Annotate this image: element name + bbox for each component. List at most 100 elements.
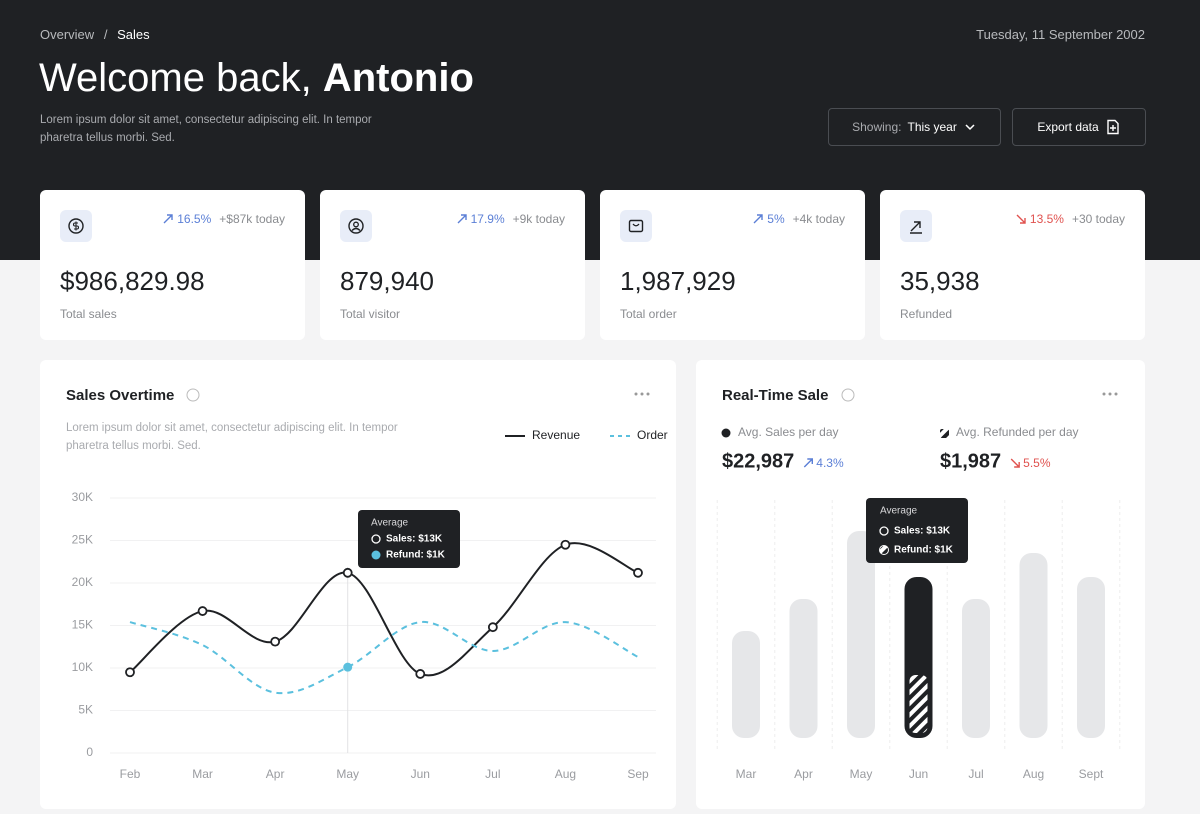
point xyxy=(415,669,426,679)
change-delta: +9k today xyxy=(512,212,565,226)
trend-arrow xyxy=(1010,458,1020,468)
stat-label: Total visitor xyxy=(340,307,401,321)
filter-dropdown[interactable]: Showing: This year xyxy=(828,108,1001,146)
stat-value: $986,829.98 xyxy=(60,266,205,296)
series-line xyxy=(129,621,639,695)
x-tick-label: Mar xyxy=(736,767,757,781)
y-tick-label: 10K xyxy=(72,660,93,674)
tooltip-line: Sales: $13K xyxy=(894,526,951,537)
stat-change: 17.9% +9k today xyxy=(457,212,565,226)
point xyxy=(633,567,643,578)
stat-icon xyxy=(620,210,652,242)
more-menu[interactable] xyxy=(1102,392,1118,396)
icon xyxy=(353,221,359,228)
change-percent: 16.5% xyxy=(177,212,212,226)
greeting: Welcome back, xyxy=(39,56,312,100)
trend-icon xyxy=(457,214,467,224)
user-name: Antonio xyxy=(322,56,474,100)
y-tick-label: 5K xyxy=(78,703,93,717)
stat-card: 16.5% +$87k today $986,829.98 Total sales xyxy=(40,190,305,340)
stat-label: Refunded xyxy=(900,307,953,321)
stat-change: 5% +4k today xyxy=(753,212,845,226)
point xyxy=(270,636,281,647)
tooltip-bg xyxy=(866,498,968,563)
breadcrumb-item[interactable]: Sales xyxy=(117,27,150,42)
trend-arrow xyxy=(457,214,467,224)
trend-arrow xyxy=(803,458,813,468)
bar xyxy=(1019,553,1048,738)
stat-card: 5% +4k today 1,987,929 Total order xyxy=(600,190,865,340)
stat-label: Avg. Sales per day xyxy=(738,425,839,439)
tooltip-line: Refund: $1K xyxy=(894,545,954,556)
change-delta: +$87k today xyxy=(219,212,285,226)
stat-change: 13.5% +30 today xyxy=(1016,212,1125,226)
x-tick-label: Aug xyxy=(555,767,576,781)
trend-icon xyxy=(1016,214,1026,224)
stat-label: Total order xyxy=(620,307,677,321)
trend-icon xyxy=(163,214,173,224)
x-tick-label: Apr xyxy=(266,767,285,781)
bar xyxy=(1077,577,1105,738)
x-tick-label: May xyxy=(850,767,873,781)
more-menu[interactable] xyxy=(634,392,650,396)
tooltip-icon xyxy=(371,534,381,544)
export-icon xyxy=(1106,119,1119,135)
stat-value: 35,938 xyxy=(900,266,980,296)
icon xyxy=(68,218,84,234)
stat-change: 16.5% +$87k today xyxy=(163,212,285,226)
x-tick-label: Mar xyxy=(192,767,213,781)
x-tick-label: Jul xyxy=(485,767,500,781)
icon xyxy=(72,221,80,231)
stat-icon xyxy=(340,210,372,242)
x-tick-label: Sept xyxy=(1079,767,1104,781)
tooltip-line: Refund: $1K xyxy=(386,550,446,561)
point xyxy=(560,539,571,550)
tooltip-title: Average xyxy=(880,506,918,517)
tooltip-icon xyxy=(371,550,381,560)
point xyxy=(197,606,208,616)
stat-icon xyxy=(60,210,92,242)
refund-bar xyxy=(909,675,928,733)
series-line xyxy=(129,542,639,677)
point xyxy=(343,662,353,672)
breadcrumb-item[interactable]: Overview xyxy=(40,27,95,42)
info-icon[interactable] xyxy=(841,388,855,402)
change-percent: 17.9% xyxy=(470,212,505,226)
x-tick-label: Jul xyxy=(968,767,983,781)
x-tick-label: Aug xyxy=(1023,767,1044,781)
stat-value: $22,987 xyxy=(722,450,794,472)
legend-label: Revenue xyxy=(532,428,580,442)
welcome-title: Welcome back, Antonio xyxy=(39,56,474,101)
icon xyxy=(632,223,640,227)
trend-arrow xyxy=(163,214,173,224)
y-tick-label: 20K xyxy=(72,575,93,589)
x-tick-label: May xyxy=(336,767,359,781)
point xyxy=(487,622,498,633)
stat-change: 5.5% xyxy=(1023,456,1051,470)
icon xyxy=(348,218,364,234)
export-button[interactable]: Export data xyxy=(1012,108,1146,146)
icon xyxy=(910,221,922,234)
description: Lorem ipsum dolor sit amet, consectetur … xyxy=(40,114,372,144)
card-title: Real-Time Sale xyxy=(722,387,828,404)
bar xyxy=(962,599,990,738)
info-icon[interactable] xyxy=(186,388,200,402)
realtime-card: Real-Time Sale Avg. Sales per day $22,987… xyxy=(696,360,1145,809)
stat-dot xyxy=(940,429,949,438)
stat-value: 1,987,929 xyxy=(620,266,736,296)
stat-value: 879,940 xyxy=(340,266,434,296)
point xyxy=(125,667,135,678)
tooltip-icon xyxy=(879,545,889,555)
trend-icon xyxy=(753,214,763,224)
sales-chart: Sales Overtime 0 5K 10K 15K 20K 25K 30K Feb Mar A… xyxy=(66,387,668,781)
y-tick-label: 25K xyxy=(72,533,93,547)
stat-card: 13.5% +30 today 35,938 Refunded xyxy=(880,190,1145,340)
stat-label: Total sales xyxy=(60,307,117,321)
legend-label: Order xyxy=(637,428,668,442)
bar xyxy=(789,599,818,738)
icon xyxy=(628,219,644,233)
icon xyxy=(351,227,361,231)
change-percent: 5% xyxy=(767,212,785,226)
stat-card: 17.9% +9k today 879,940 Total visitor xyxy=(320,190,585,340)
